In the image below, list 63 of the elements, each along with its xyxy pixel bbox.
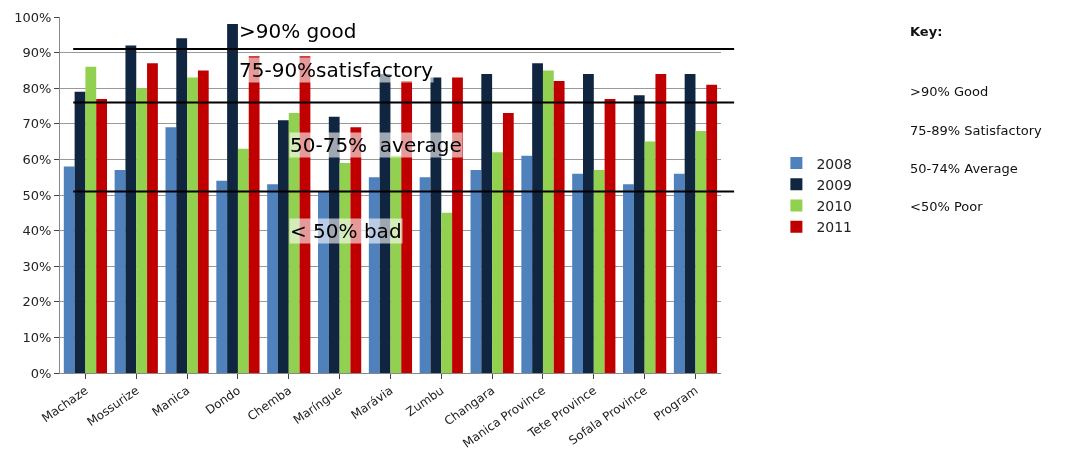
bar xyxy=(633,95,645,373)
bar xyxy=(216,180,228,373)
y-tick-label: 40% xyxy=(22,223,52,239)
y-tick-label: 20% xyxy=(22,294,52,310)
bar xyxy=(165,127,177,373)
y-tick-label: 80% xyxy=(22,80,52,96)
bar xyxy=(237,148,249,373)
legend-label: 2011 xyxy=(816,219,853,236)
legend-label: 2009 xyxy=(816,176,853,193)
annotation: 50-75% average xyxy=(290,133,462,157)
bar xyxy=(176,38,188,373)
text: 50-74% Average xyxy=(910,161,1018,176)
text: <50% Poor xyxy=(910,199,984,214)
bar xyxy=(277,120,289,373)
bar xyxy=(655,73,667,373)
annotation: < 50% bad xyxy=(290,219,402,243)
bar xyxy=(532,63,543,373)
bar xyxy=(604,98,616,373)
y-tick-label: 60% xyxy=(22,151,52,167)
annotation: >90% good xyxy=(239,19,357,43)
y-tick-label: 90% xyxy=(22,45,52,61)
bar xyxy=(419,177,431,373)
bar xyxy=(85,66,97,373)
bar xyxy=(114,170,126,373)
bar xyxy=(470,170,482,373)
bar xyxy=(572,173,583,373)
bar xyxy=(227,24,238,373)
y-tick-label: 0% xyxy=(30,365,52,381)
bar xyxy=(481,73,493,373)
bar xyxy=(644,141,656,373)
bar xyxy=(136,88,148,373)
text: 75-89% Satisfactory xyxy=(910,123,1043,138)
bar xyxy=(706,84,718,373)
y-tick-label: 50% xyxy=(22,187,52,203)
bar xyxy=(553,81,565,373)
bar xyxy=(492,152,503,373)
bar xyxy=(197,70,209,373)
bar xyxy=(502,113,514,373)
bar xyxy=(441,212,453,373)
bar xyxy=(187,77,198,373)
bar xyxy=(593,170,605,373)
y-tick-label: 10% xyxy=(22,329,52,345)
bar xyxy=(583,73,594,373)
bar xyxy=(695,130,707,373)
bar xyxy=(267,184,278,373)
bar xyxy=(63,166,75,373)
bar xyxy=(684,73,696,373)
text: >90% Good xyxy=(910,84,989,99)
bar xyxy=(96,98,108,373)
bar xyxy=(147,63,158,373)
y-tick-label: 30% xyxy=(22,258,52,274)
bar xyxy=(521,155,533,373)
y-tick-label: 100% xyxy=(14,9,52,25)
bar xyxy=(542,70,554,373)
bar xyxy=(623,184,634,373)
annotation: 75-90%satisfactory xyxy=(239,58,434,82)
legend-label: 2008 xyxy=(816,155,853,172)
legend-label: 2010 xyxy=(816,197,853,214)
bar xyxy=(74,91,86,373)
bar xyxy=(673,173,685,373)
text: Key: xyxy=(910,24,943,39)
y-tick-label: 70% xyxy=(22,116,52,132)
bar xyxy=(125,45,137,373)
